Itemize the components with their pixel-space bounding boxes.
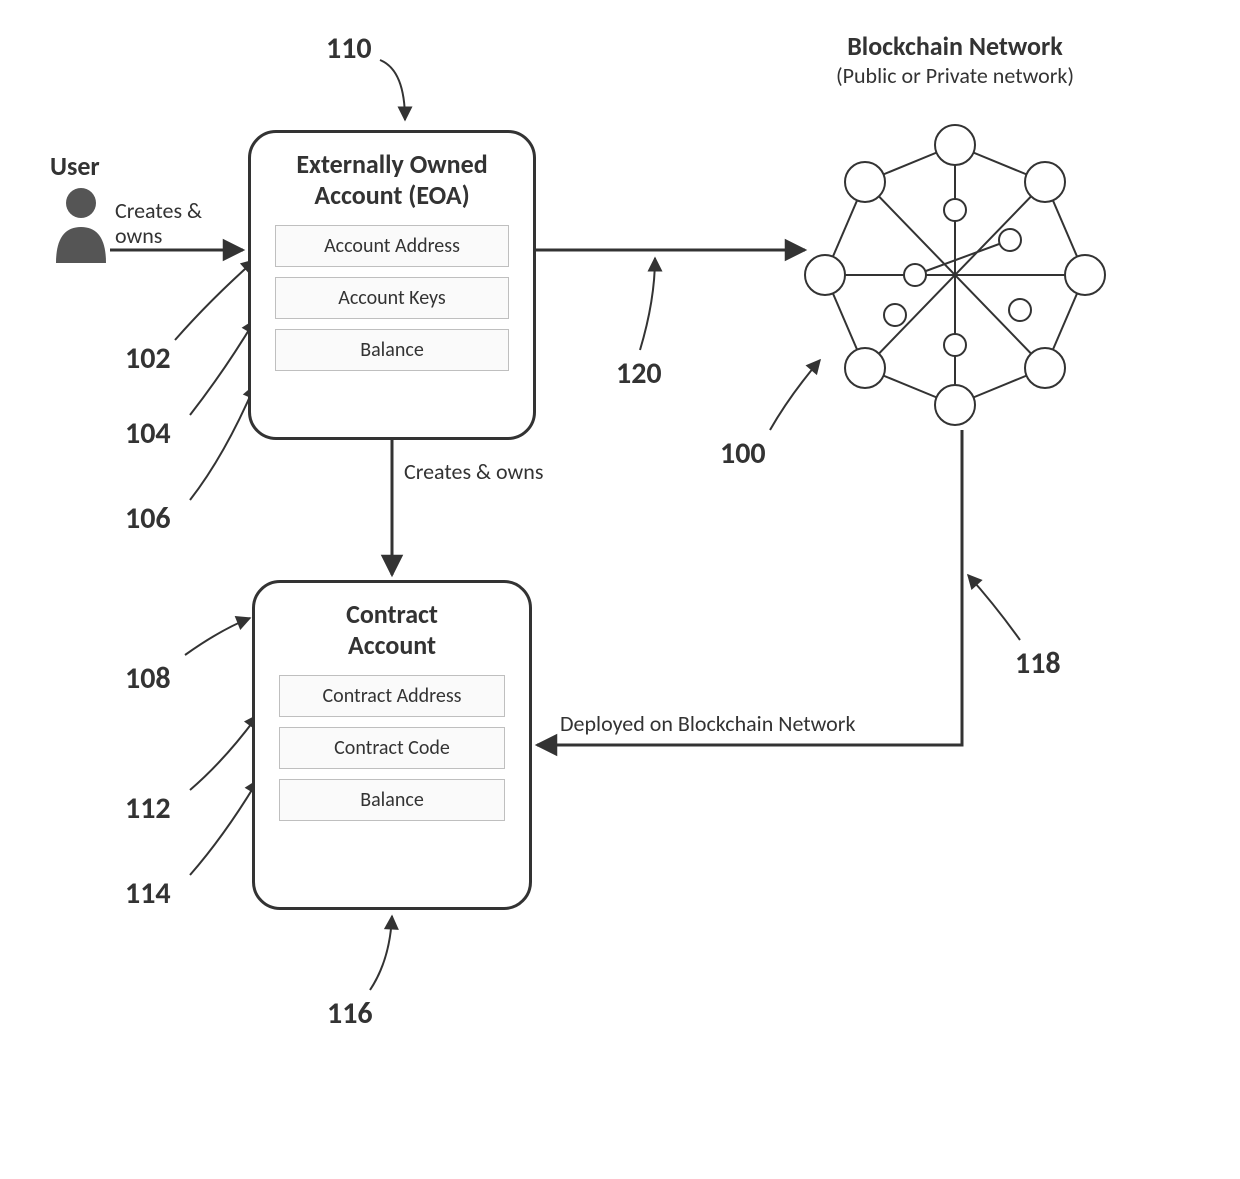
ref-arrow-116 bbox=[370, 916, 392, 990]
ref-arrow-112 bbox=[190, 715, 258, 790]
contract-slot-balance: Balance bbox=[279, 779, 505, 821]
eoa-slot-address: Account Address bbox=[275, 225, 509, 267]
eoa-title-2: Account (EOA) bbox=[314, 179, 469, 211]
edge-label-user-eoa: Creates & owns bbox=[115, 198, 202, 249]
ref-arrow-114 bbox=[190, 780, 258, 875]
ref-arrow-102 bbox=[175, 260, 255, 340]
user-icon bbox=[52, 185, 110, 263]
refnum-112: 112 bbox=[125, 790, 171, 827]
network-title: Blockchain Network bbox=[770, 30, 1140, 62]
contract-slot-address: Contract Address bbox=[279, 675, 505, 717]
edge-label-user-eoa-1: Creates & bbox=[115, 197, 202, 224]
edge-label-user-eoa-2: owns bbox=[115, 222, 162, 249]
refnum-102: 102 bbox=[125, 340, 171, 377]
contract-title-1: Contract bbox=[346, 598, 438, 630]
refnum-108: 108 bbox=[125, 660, 171, 697]
contract-title: Contract Account bbox=[271, 599, 513, 661]
ref-arrow-108 bbox=[185, 618, 250, 655]
eoa-slot-balance: Balance bbox=[275, 329, 509, 371]
edge-label-deploy: Deployed on Blockchain Network bbox=[560, 710, 855, 737]
user-label: User bbox=[50, 150, 100, 182]
ref-arrow-104 bbox=[190, 320, 255, 415]
eoa-box: Externally Owned Account (EOA) Account A… bbox=[248, 130, 536, 440]
refnum-116: 116 bbox=[327, 995, 373, 1032]
refnum-104: 104 bbox=[125, 415, 171, 452]
refnum-100: 100 bbox=[720, 435, 766, 472]
eoa-slot-keys: Account Keys bbox=[275, 277, 509, 319]
refnum-106: 106 bbox=[125, 500, 171, 537]
network-graph bbox=[800, 120, 1110, 430]
contract-title-2: Account bbox=[348, 629, 436, 661]
refnum-110: 110 bbox=[326, 30, 372, 67]
contract-slot-code: Contract Code bbox=[279, 727, 505, 769]
edge-label-eoa-contract: Creates & owns bbox=[404, 458, 543, 485]
ref-arrow-110 bbox=[380, 60, 405, 120]
network-title-block: Blockchain Network (Public or Private ne… bbox=[770, 30, 1140, 89]
arrow-network-to-contract bbox=[537, 430, 962, 745]
refnum-120: 120 bbox=[616, 355, 662, 392]
refnum-118: 118 bbox=[1015, 645, 1061, 682]
ref-arrow-118 bbox=[968, 575, 1020, 640]
eoa-title: Externally Owned Account (EOA) bbox=[267, 149, 517, 211]
refnum-114: 114 bbox=[125, 875, 171, 912]
contract-box: Contract Account Contract Address Contra… bbox=[252, 580, 532, 910]
eoa-title-1: Externally Owned bbox=[296, 148, 487, 180]
ref-arrow-120 bbox=[640, 258, 655, 350]
network-subtitle: (Public or Private network) bbox=[770, 62, 1140, 89]
